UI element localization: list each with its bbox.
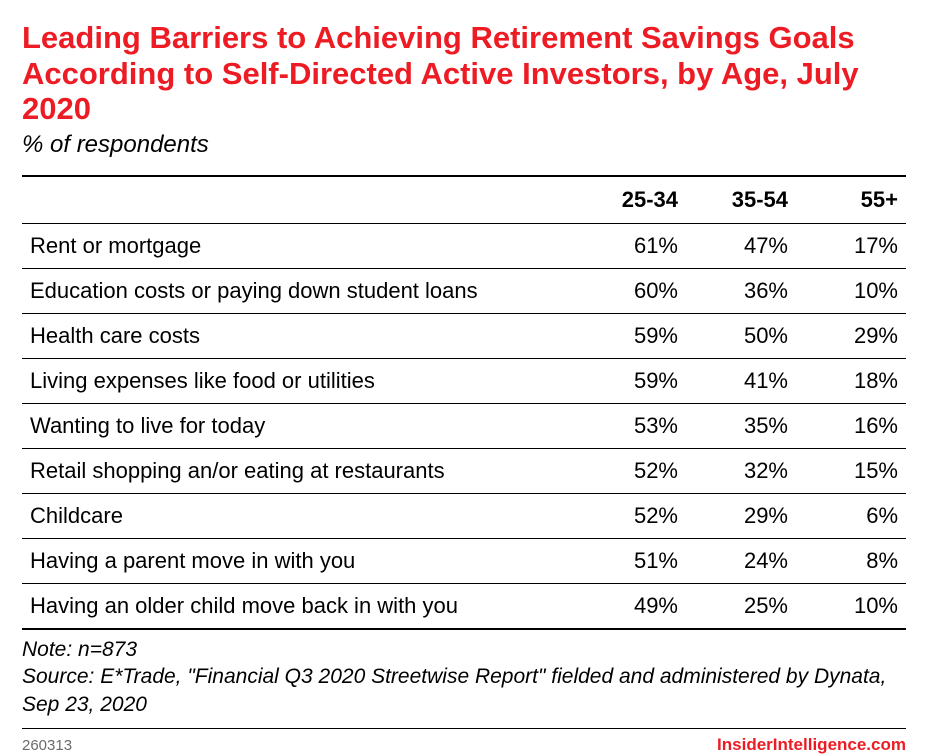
table-header-row: 25-34 35-54 55+ bbox=[22, 176, 906, 224]
row-value: 16% bbox=[796, 403, 906, 448]
row-value: 51% bbox=[576, 538, 686, 583]
row-label: Having an older child move back in with … bbox=[22, 583, 576, 629]
row-value: 10% bbox=[796, 583, 906, 629]
row-value: 36% bbox=[686, 268, 796, 313]
row-value: 10% bbox=[796, 268, 906, 313]
row-value: 29% bbox=[796, 313, 906, 358]
table-row: Retail shopping an/or eating at restaura… bbox=[22, 448, 906, 493]
row-value: 17% bbox=[796, 223, 906, 268]
col-header-35-54: 35-54 bbox=[686, 176, 796, 224]
row-value: 53% bbox=[576, 403, 686, 448]
row-label: Rent or mortgage bbox=[22, 223, 576, 268]
source-text: Source: E*Trade, "Financial Q3 2020 Stre… bbox=[22, 663, 906, 718]
row-value: 52% bbox=[576, 448, 686, 493]
footer: 260313 InsiderIntelligence.com bbox=[22, 728, 906, 755]
row-value: 15% bbox=[796, 448, 906, 493]
note-text: Note: n=873 bbox=[22, 636, 906, 663]
row-value: 8% bbox=[796, 538, 906, 583]
col-header-blank bbox=[22, 176, 576, 224]
table-row: Having a parent move in with you51%24%8% bbox=[22, 538, 906, 583]
chart-subtitle: % of respondents bbox=[22, 131, 906, 159]
row-value: 35% bbox=[686, 403, 796, 448]
row-value: 24% bbox=[686, 538, 796, 583]
row-value: 60% bbox=[576, 268, 686, 313]
row-value: 59% bbox=[576, 358, 686, 403]
table-row: Childcare52%29%6% bbox=[22, 493, 906, 538]
row-value: 32% bbox=[686, 448, 796, 493]
row-value: 61% bbox=[576, 223, 686, 268]
table-row: Health care costs59%50%29% bbox=[22, 313, 906, 358]
col-header-55plus: 55+ bbox=[796, 176, 906, 224]
table-row: Living expenses like food or utilities59… bbox=[22, 358, 906, 403]
row-value: 52% bbox=[576, 493, 686, 538]
brand-link: InsiderIntelligence.com bbox=[717, 735, 906, 755]
table-row: Wanting to live for today53%35%16% bbox=[22, 403, 906, 448]
row-label: Childcare bbox=[22, 493, 576, 538]
row-value: 41% bbox=[686, 358, 796, 403]
row-value: 18% bbox=[796, 358, 906, 403]
row-label: Having a parent move in with you bbox=[22, 538, 576, 583]
row-label: Wanting to live for today bbox=[22, 403, 576, 448]
table-row: Rent or mortgage61%47%17% bbox=[22, 223, 906, 268]
row-value: 25% bbox=[686, 583, 796, 629]
row-value: 59% bbox=[576, 313, 686, 358]
row-label: Retail shopping an/or eating at restaura… bbox=[22, 448, 576, 493]
row-label: Health care costs bbox=[22, 313, 576, 358]
row-value: 49% bbox=[576, 583, 686, 629]
data-table: 25-34 35-54 55+ Rent or mortgage61%47%17… bbox=[22, 175, 906, 630]
chart-id: 260313 bbox=[22, 737, 72, 754]
table-row: Education costs or paying down student l… bbox=[22, 268, 906, 313]
row-label: Education costs or paying down student l… bbox=[22, 268, 576, 313]
row-value: 47% bbox=[686, 223, 796, 268]
row-value: 6% bbox=[796, 493, 906, 538]
chart-title: Leading Barriers to Achieving Retirement… bbox=[22, 20, 906, 127]
row-label: Living expenses like food or utilities bbox=[22, 358, 576, 403]
row-value: 50% bbox=[686, 313, 796, 358]
table-row: Having an older child move back in with … bbox=[22, 583, 906, 629]
row-value: 29% bbox=[686, 493, 796, 538]
col-header-25-34: 25-34 bbox=[576, 176, 686, 224]
